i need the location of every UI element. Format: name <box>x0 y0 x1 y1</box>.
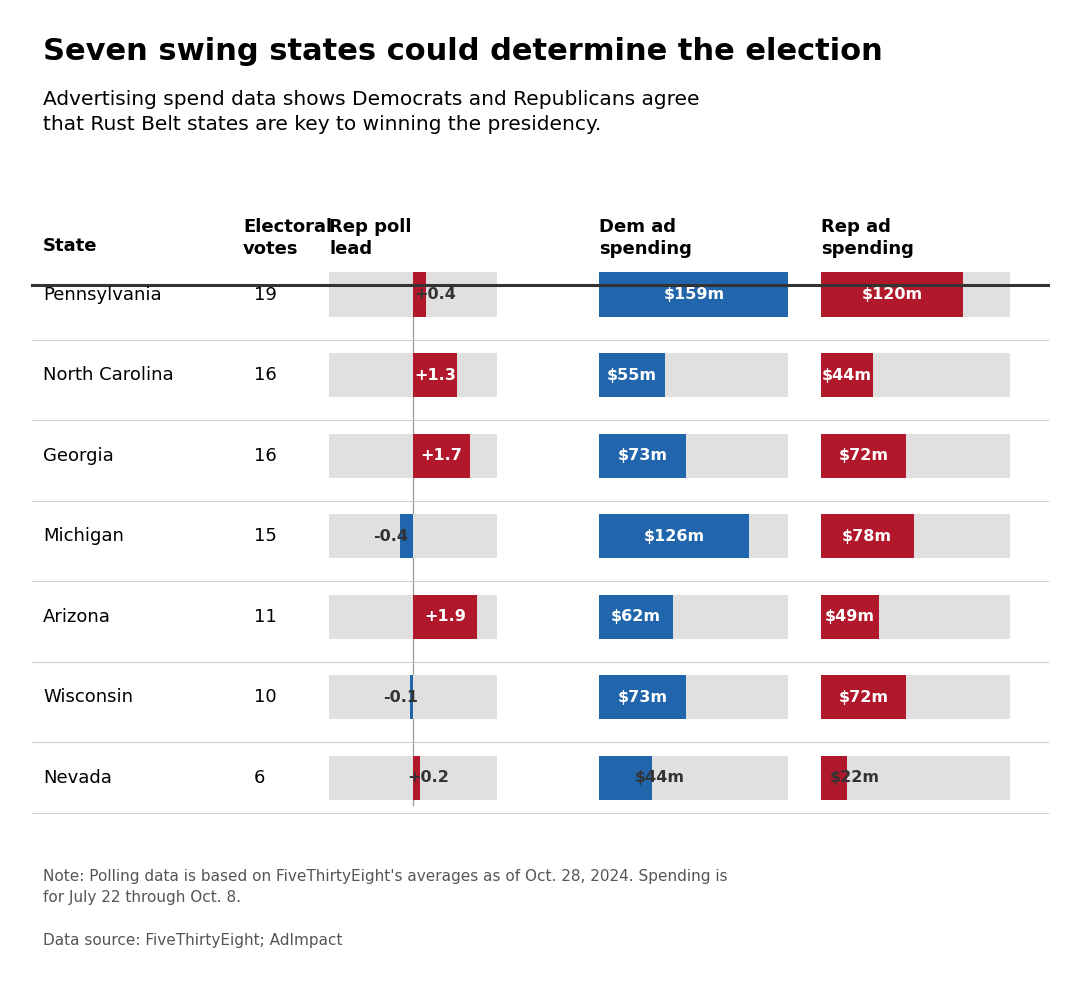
FancyBboxPatch shape <box>821 755 1010 800</box>
FancyBboxPatch shape <box>414 433 470 478</box>
Text: Seven swing states could determine the election: Seven swing states could determine the e… <box>43 37 883 67</box>
FancyBboxPatch shape <box>821 755 847 800</box>
Text: -0.1: -0.1 <box>383 689 419 705</box>
FancyBboxPatch shape <box>414 353 457 398</box>
FancyBboxPatch shape <box>821 594 879 639</box>
FancyBboxPatch shape <box>329 433 497 478</box>
Text: Advertising spend data shows Democrats and Republicans agree
that Rust Belt stat: Advertising spend data shows Democrats a… <box>43 90 700 135</box>
Text: Dem ad
spending: Dem ad spending <box>599 218 692 258</box>
FancyBboxPatch shape <box>821 594 1010 639</box>
FancyBboxPatch shape <box>599 353 665 398</box>
FancyBboxPatch shape <box>329 675 497 720</box>
FancyBboxPatch shape <box>599 675 686 720</box>
Text: $62m: $62m <box>611 609 661 625</box>
FancyBboxPatch shape <box>821 433 1010 478</box>
Text: $73m: $73m <box>618 689 667 705</box>
Text: -0.4: -0.4 <box>374 528 408 544</box>
FancyBboxPatch shape <box>821 675 906 720</box>
Text: +1.7: +1.7 <box>420 448 462 464</box>
Text: $126m: $126m <box>644 528 705 544</box>
Text: Rep poll
lead: Rep poll lead <box>329 218 411 258</box>
FancyBboxPatch shape <box>599 433 686 478</box>
Text: +1.9: +1.9 <box>424 609 465 625</box>
Text: 16: 16 <box>254 447 276 464</box>
Text: +0.2: +0.2 <box>407 770 449 786</box>
FancyBboxPatch shape <box>599 514 788 559</box>
FancyBboxPatch shape <box>599 594 673 639</box>
Text: Nevada: Nevada <box>43 769 112 787</box>
Text: $72m: $72m <box>838 689 889 705</box>
Text: $44m: $44m <box>634 770 685 786</box>
FancyBboxPatch shape <box>599 755 788 800</box>
FancyBboxPatch shape <box>414 594 476 639</box>
FancyBboxPatch shape <box>414 272 427 317</box>
Text: Data source: FiveThirtyEight; AdImpact: Data source: FiveThirtyEight; AdImpact <box>43 933 342 948</box>
FancyBboxPatch shape <box>821 514 914 559</box>
FancyBboxPatch shape <box>400 514 414 559</box>
Text: 10: 10 <box>254 688 276 706</box>
FancyBboxPatch shape <box>414 755 420 800</box>
FancyBboxPatch shape <box>329 353 497 398</box>
FancyBboxPatch shape <box>821 272 1010 317</box>
Text: 15: 15 <box>254 527 276 545</box>
Text: Wisconsin: Wisconsin <box>43 688 133 706</box>
FancyBboxPatch shape <box>821 514 1010 559</box>
Text: North Carolina: North Carolina <box>43 366 174 384</box>
FancyBboxPatch shape <box>821 675 1010 720</box>
Text: 16: 16 <box>254 366 276 384</box>
FancyBboxPatch shape <box>329 594 497 639</box>
Text: $55m: $55m <box>607 367 657 383</box>
Text: $44m: $44m <box>822 367 872 383</box>
Text: Georgia: Georgia <box>43 447 114 464</box>
Text: State: State <box>43 238 97 255</box>
FancyBboxPatch shape <box>599 353 788 398</box>
FancyBboxPatch shape <box>599 675 788 720</box>
Text: $72m: $72m <box>838 448 889 464</box>
Text: $73m: $73m <box>618 448 667 464</box>
FancyBboxPatch shape <box>821 353 873 398</box>
Text: $49m: $49m <box>825 609 875 625</box>
FancyBboxPatch shape <box>329 755 497 800</box>
Text: 6: 6 <box>254 769 266 787</box>
Text: Pennsylvania: Pennsylvania <box>43 286 162 303</box>
Text: 11: 11 <box>254 608 276 626</box>
Text: $78m: $78m <box>842 528 892 544</box>
Text: $22m: $22m <box>829 770 879 786</box>
Text: Electoral
votes: Electoral votes <box>243 218 333 258</box>
Text: Michigan: Michigan <box>43 527 124 545</box>
FancyBboxPatch shape <box>821 272 963 317</box>
FancyBboxPatch shape <box>409 675 414 720</box>
FancyBboxPatch shape <box>599 272 788 317</box>
Text: +0.4: +0.4 <box>415 287 456 302</box>
FancyBboxPatch shape <box>599 594 788 639</box>
Text: Rep ad
spending: Rep ad spending <box>821 218 914 258</box>
Text: 19: 19 <box>254 286 276 303</box>
FancyBboxPatch shape <box>599 514 750 559</box>
FancyBboxPatch shape <box>599 755 651 800</box>
Text: $159m: $159m <box>663 287 725 302</box>
FancyBboxPatch shape <box>599 433 788 478</box>
FancyBboxPatch shape <box>599 272 788 317</box>
Text: Note: Polling data is based on FiveThirtyEight's averages as of Oct. 28, 2024. S: Note: Polling data is based on FiveThirt… <box>43 869 728 905</box>
Text: $120m: $120m <box>862 287 922 302</box>
FancyBboxPatch shape <box>821 353 1010 398</box>
FancyBboxPatch shape <box>329 272 497 317</box>
FancyBboxPatch shape <box>329 514 497 559</box>
FancyBboxPatch shape <box>821 433 906 478</box>
Text: +1.3: +1.3 <box>414 367 456 383</box>
Text: Arizona: Arizona <box>43 608 111 626</box>
